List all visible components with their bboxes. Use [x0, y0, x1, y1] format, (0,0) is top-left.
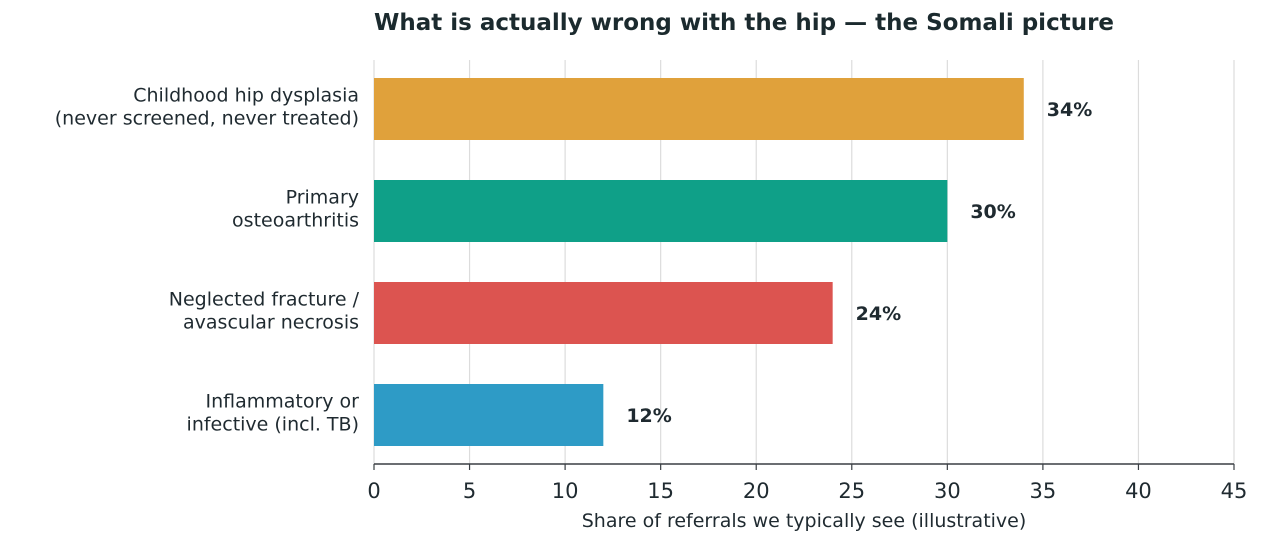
x-tick-label: 5 — [463, 479, 476, 503]
bar-value-label: 30% — [970, 201, 1015, 223]
category-label: Inflammatory or infective (incl. TB) — [187, 391, 360, 436]
category-label: Childhood hip dysplasia (never screened, … — [55, 85, 359, 130]
bars — [374, 78, 1024, 446]
category-labels: Childhood hip dysplasia (never screened, … — [55, 85, 360, 436]
category-label-line: Primary — [286, 187, 359, 209]
category-label-line: avascular necrosis — [183, 312, 359, 334]
chart-title: What is actually wrong with the hip — th… — [374, 10, 1115, 36]
x-tick-label: 35 — [1030, 479, 1057, 503]
category-label-line: Neglected fracture / — [169, 289, 360, 311]
bar — [374, 282, 833, 344]
bar-value-label: 24% — [856, 303, 901, 325]
category-label-line: Inflammatory or — [205, 391, 359, 413]
x-tick-label: 40 — [1125, 479, 1152, 503]
x-tick-label: 15 — [647, 479, 674, 503]
x-tick-label: 45 — [1221, 479, 1248, 503]
bar-value-label: 12% — [626, 405, 671, 427]
category-label-line: (never screened, never treated) — [55, 108, 359, 130]
x-tick-label: 10 — [552, 479, 579, 503]
bar — [374, 384, 604, 446]
category-label: Neglected fracture / avascular necrosis — [169, 289, 360, 334]
category-label-line: Childhood hip dysplasia — [133, 85, 359, 107]
x-tick-label: 25 — [838, 479, 865, 503]
x-tick-label: 0 — [367, 479, 380, 503]
x-axis-title: Share of referrals we typically see (ill… — [582, 510, 1027, 532]
bar — [374, 180, 948, 242]
bar — [374, 78, 1024, 140]
value-labels: 34% 30% 24% 12% — [626, 99, 1092, 427]
category-label-line: infective (incl. TB) — [187, 414, 359, 436]
x-tick-label: 20 — [743, 479, 770, 503]
bar-value-label: 34% — [1047, 99, 1092, 121]
category-label-line: osteoarthritis — [232, 210, 359, 232]
category-label: Primary osteoarthritis — [232, 187, 359, 232]
x-axis: 0 5 10 15 20 25 30 35 40 45 — [367, 463, 1248, 503]
x-tick-label: 30 — [934, 479, 961, 503]
